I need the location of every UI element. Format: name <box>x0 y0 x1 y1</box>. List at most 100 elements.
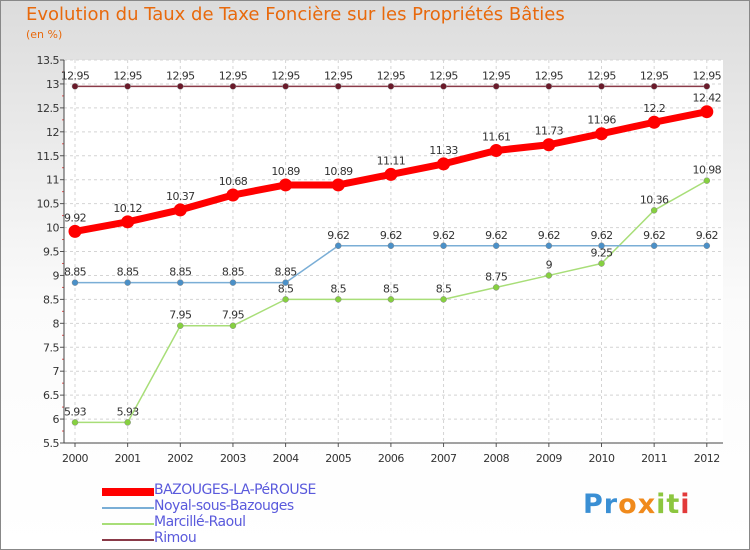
point-marcille-2003 <box>229 322 237 329</box>
legend-label-bazouges: BAZOUGES-LA-PéROUSE <box>154 482 316 498</box>
point-bazouges-2003 <box>226 188 240 202</box>
point-rimou-2002 <box>177 83 184 90</box>
point-rimou-2001 <box>124 83 131 90</box>
data-label-rimou-2008: 12.95 <box>482 69 511 82</box>
data-label-marcille-2005: 8.5 <box>330 282 346 295</box>
y-tick-label-0: 5.5 <box>43 437 59 450</box>
point-marcille-2011 <box>650 207 658 214</box>
data-label-noyal-2006: 9.62 <box>380 229 402 242</box>
data-label-noyal-2010: 9.62 <box>590 229 612 242</box>
data-label-bazouges-2005: 10.89 <box>324 165 353 178</box>
data-label-bazouges-2001: 10.12 <box>113 202 142 215</box>
legend-swatch-noyal <box>102 507 154 509</box>
data-label-marcille-2004: 8.5 <box>278 282 294 295</box>
data-label-noyal-2003: 8.85 <box>222 266 245 279</box>
data-label-rimou-2005: 12.95 <box>324 69 353 82</box>
data-label-marcille-2009: 9 <box>546 258 553 271</box>
legend-swatch-rimou <box>102 539 154 541</box>
data-label-marcille-2010: 9.25 <box>590 246 613 259</box>
y-tick-label-15: 13 <box>46 78 59 91</box>
x-tick-label-12: 2012 <box>694 452 720 465</box>
point-noyal-2006 <box>387 242 395 250</box>
y-tick-label-1: 6 <box>53 413 60 426</box>
point-rimou-2009 <box>545 83 553 90</box>
point-noyal-2007 <box>440 242 447 250</box>
x-tick-label-4: 2004 <box>273 452 299 465</box>
logo-letter-1: r <box>603 489 619 520</box>
y-tick-label-9: 10 <box>46 222 59 235</box>
point-rimou-2000 <box>71 83 79 90</box>
point-noyal-2010 <box>598 242 605 250</box>
y-tick-label-8: 9.5 <box>43 246 59 259</box>
point-marcille-2002 <box>177 322 184 329</box>
point-marcille-2012 <box>703 177 711 184</box>
logo-letter-5: t <box>666 489 681 520</box>
y-tick-label-4: 7.5 <box>43 341 59 354</box>
point-bazouges-2008 <box>489 143 503 157</box>
data-label-bazouges-2000: 9.92 <box>64 211 86 224</box>
data-label-rimou-2003: 12.95 <box>219 69 248 82</box>
y-tick-label-3: 7 <box>53 365 60 378</box>
data-label-noyal-2011: 9.62 <box>643 229 665 242</box>
point-noyal-2001 <box>124 279 131 286</box>
data-label-rimou-2010: 12.95 <box>587 69 616 82</box>
logo-letter-6: i <box>680 489 691 520</box>
point-noyal-2009 <box>545 242 553 250</box>
data-label-noyal-2004: 8.85 <box>275 266 298 279</box>
x-tick-label-7: 2007 <box>431 452 457 465</box>
data-label-rimou-2012: 12.95 <box>693 69 722 82</box>
data-label-marcille-2012: 10.98 <box>693 164 722 177</box>
point-bazouges-2001 <box>121 215 135 229</box>
point-bazouges-2010 <box>595 127 608 141</box>
point-rimou-2012 <box>703 83 711 90</box>
legend-swatch-bazouges <box>102 488 154 496</box>
logo-letter-3: x <box>637 489 657 520</box>
data-label-noyal-2000: 8.85 <box>64 266 87 279</box>
point-rimou-2003 <box>229 83 237 90</box>
point-bazouges-2011 <box>647 115 661 129</box>
data-label-bazouges-2010: 11.96 <box>587 114 616 127</box>
point-rimou-2005 <box>335 83 342 90</box>
point-noyal-2004 <box>282 279 289 286</box>
data-label-rimou-2009: 12.95 <box>535 69 564 82</box>
y-tick-label-2: 6.5 <box>43 389 59 402</box>
data-label-rimou-2000: 12.95 <box>61 69 90 82</box>
data-label-noyal-2009: 9.62 <box>538 229 560 242</box>
data-label-rimou-2006: 12.95 <box>377 69 406 82</box>
point-marcille-2000 <box>71 419 79 426</box>
point-marcille-2005 <box>335 296 342 303</box>
data-label-marcille-2006: 8.5 <box>383 282 399 295</box>
data-label-marcille-2002: 7.95 <box>169 309 192 322</box>
point-rimou-2010 <box>598 83 605 90</box>
y-tick-label-10: 10.5 <box>37 198 60 211</box>
logo-letter-2: o <box>618 489 638 520</box>
point-marcille-2007 <box>440 296 447 303</box>
point-rimou-2008 <box>492 83 500 90</box>
data-label-noyal-2005: 9.62 <box>327 229 349 242</box>
data-label-marcille-2003: 7.95 <box>222 309 245 322</box>
data-label-noyal-2008: 9.62 <box>485 229 507 242</box>
logo-letter-4: i <box>656 489 667 520</box>
legend-label-rimou: Rimou <box>154 530 197 546</box>
y-tick-label-12: 11.5 <box>37 150 60 163</box>
legend-label-marcille: Marcillé-Raoul <box>154 514 246 530</box>
legend-label-noyal: Noyal-sous-Bazouges <box>154 498 294 514</box>
point-marcille-2008 <box>492 284 500 291</box>
point-rimou-2011 <box>650 83 658 90</box>
data-label-bazouges-2011: 12.2 <box>643 102 665 115</box>
y-tick-label-16: 13.5 <box>37 54 60 67</box>
data-label-rimou-2004: 12.95 <box>271 69 300 82</box>
x-tick-label-5: 2005 <box>325 452 351 465</box>
point-bazouges-2009 <box>542 138 556 152</box>
point-rimou-2004 <box>282 83 289 90</box>
data-label-bazouges-2007: 11.33 <box>429 144 458 157</box>
data-label-marcille-2000: 5.93 <box>64 405 87 418</box>
data-label-rimou-2007: 12.95 <box>429 69 458 82</box>
point-noyal-2012 <box>703 242 711 250</box>
y-tick-label-13: 12 <box>46 126 59 139</box>
x-tick-label-6: 2006 <box>378 452 404 465</box>
data-label-bazouges-2004: 10.89 <box>271 165 300 178</box>
data-label-rimou-2002: 12.95 <box>166 69 195 82</box>
data-label-bazouges-2002: 10.37 <box>166 190 195 203</box>
x-tick-label-0: 2000 <box>62 452 88 465</box>
